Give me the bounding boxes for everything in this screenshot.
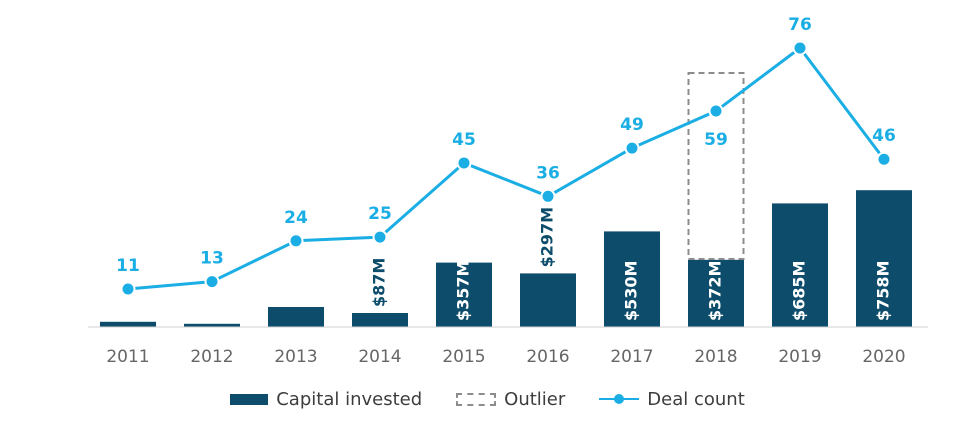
x-tick-2019: 2019 (778, 347, 821, 367)
deal-point-2013 (288, 233, 304, 249)
bar-label-2019: $685M (790, 261, 809, 321)
deal-label-2011: 11 (116, 256, 140, 276)
legend: Capital invested Outlier Deal count (0, 384, 975, 414)
legend-swatch-line (599, 393, 640, 405)
deal-label-2019: 76 (788, 15, 812, 35)
legend-swatch-outlier (456, 392, 497, 406)
bar-label-2020: $758M (874, 261, 893, 321)
deal-point-2014 (372, 229, 388, 245)
x-tick-2012: 2012 (190, 347, 233, 367)
bars-layer (100, 190, 912, 327)
bar-2015 (436, 262, 492, 327)
deal-point-2017 (624, 140, 640, 156)
deal-label-2017: 49 (620, 115, 644, 135)
deal-point-2018 (708, 103, 724, 119)
x-tick-2018: 2018 (694, 347, 737, 367)
legend-label-deal: Deal count (647, 388, 745, 410)
deal-label-2012: 13 (200, 249, 224, 269)
chart: 2011 2012 2013 2014 2015 2016 2017 2018 2019 2020… (88, 15, 928, 367)
legend-label-outlier: Outlier (504, 388, 566, 410)
deal-label-2020: 46 (872, 126, 896, 146)
outlier-box (687, 72, 745, 260)
bar-label-2017: $530M (622, 261, 641, 321)
legend-item-outlier: Outlier (456, 389, 565, 410)
deal-label-2015: 45 (452, 130, 476, 150)
x-tick-2017: 2017 (610, 347, 653, 367)
deal-count-layer: 11 13 24 25 45 36 49 59 76 46 (116, 15, 896, 297)
deal-count-line (127, 46, 886, 291)
bar-2018 (688, 259, 744, 327)
bar-2011 (100, 321, 156, 327)
bar-label-2016: $297M (538, 207, 557, 267)
x-tick-2015: 2015 (442, 347, 485, 367)
x-tick-2016: 2016 (526, 347, 569, 367)
deal-point-2019 (792, 40, 808, 56)
deal-label-2018: 59 (704, 130, 728, 150)
deal-point-2020 (876, 151, 892, 167)
legend-swatch-bar (230, 393, 269, 405)
bar-2017 (604, 231, 660, 327)
bar-2016 (520, 273, 576, 327)
bar-label-2018: $372M (706, 261, 725, 321)
deal-label-2016: 36 (536, 163, 560, 183)
x-tick-2014: 2014 (358, 347, 401, 367)
bar-2020 (856, 190, 912, 327)
x-tick-labels: 2011 2012 2013 2014 2015 2016 2017 2018 2019 2020 (106, 347, 905, 367)
bar-2013 (268, 307, 324, 327)
bar-labels: $87M $357M $297M $530M $372M $685M $758M (370, 207, 893, 321)
legend-item-capital: Capital invested (230, 389, 422, 410)
legend-item-deal: Deal count (599, 388, 745, 410)
deal-point-2011 (120, 281, 136, 297)
deal-label-2014: 25 (368, 204, 392, 224)
x-tick-2013: 2013 (274, 347, 317, 367)
x-tick-2011: 2011 (106, 347, 149, 367)
legend-label-capital: Capital invested (276, 388, 423, 410)
bar-2012 (184, 323, 240, 327)
outlier-layer (687, 72, 745, 260)
bar-label-2015: $357M (454, 261, 473, 321)
deal-label-2013: 24 (284, 208, 308, 228)
deal-point-2015 (456, 155, 472, 171)
bar-2014 (352, 313, 408, 327)
deal-point-2012 (204, 274, 220, 290)
deal-point-2016 (540, 188, 556, 204)
bar-label-2014: $87M (370, 258, 389, 307)
bar-2019 (772, 203, 828, 327)
x-tick-2020: 2020 (862, 347, 905, 367)
